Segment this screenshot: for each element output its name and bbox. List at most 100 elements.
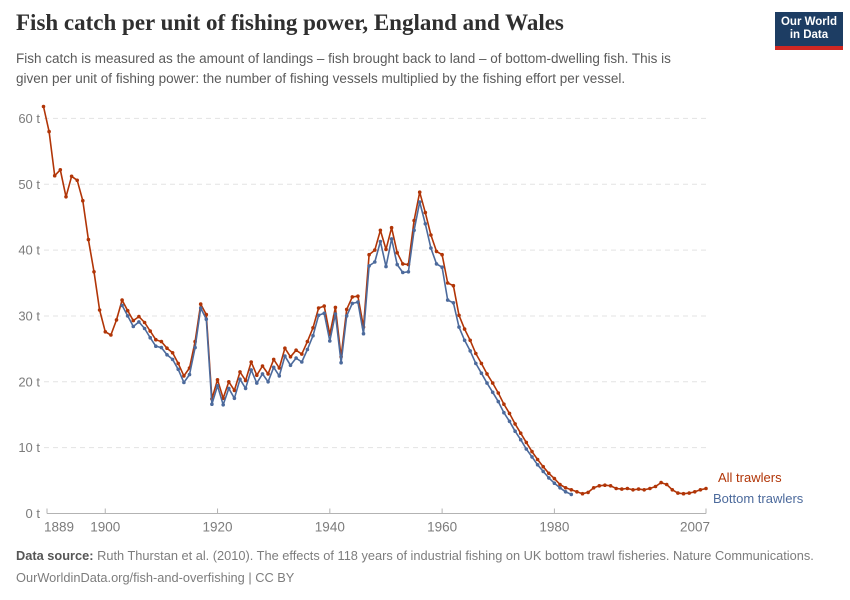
data-point [490,390,495,395]
data-point [92,270,96,274]
data-point [406,270,411,274]
data-point [586,490,590,495]
data-point [378,239,383,244]
data-point [693,490,697,494]
y-tick-label-20: 20 t [18,374,40,389]
data-point [328,339,332,343]
data-point [552,476,557,481]
data-point [620,487,624,491]
data-point [288,355,293,359]
data-point [445,298,450,302]
data-point [170,351,175,355]
data-point [266,380,270,384]
data-point [552,481,557,486]
x-tick-label-2007: 2007 [680,520,710,535]
data-point [187,372,192,377]
data-point [648,486,652,491]
data-point [75,178,79,183]
data-point [339,360,343,365]
data-point [558,486,562,490]
data-point [457,313,461,318]
data-point [109,333,113,337]
y-tick-label-50: 50 t [18,177,40,192]
data-point [333,312,338,316]
data-point [254,373,259,378]
data-point [625,486,630,491]
data-point [333,305,338,310]
data-point [249,360,253,364]
data-point [704,486,708,491]
y-tick-label-60: 60 t [18,111,40,126]
data-point [125,314,130,318]
data-point [440,265,444,270]
data-point [176,361,180,366]
legend-all-trawlers[interactable]: All trawlers [718,470,782,485]
data-point [423,210,428,215]
data-point [277,374,282,378]
data-point [148,329,152,333]
data-point [502,402,506,407]
data-point [356,300,360,304]
data-point [271,357,276,362]
data-point [513,429,517,434]
data-point [468,338,473,343]
data-point [547,476,551,480]
data-point [81,198,85,203]
data-point [238,377,242,382]
data-point [120,303,124,308]
subtitle-line-1: Fish catch is measured as the amount of … [16,51,671,66]
series-line-all-trawlers[interactable] [42,105,707,495]
data-point [103,330,108,334]
data-point [350,295,355,299]
data-point [417,190,422,194]
data-point [227,386,231,391]
data-point [254,381,259,385]
data-point [524,440,529,445]
footer: Data source: Ruth Thurstan et al. (2010)… [16,545,836,589]
data-point [541,469,545,474]
x-tick-label-1940: 1940 [315,520,345,535]
legend-bottom-trawlers[interactable]: Bottom trawlers [713,491,804,506]
data-point [215,378,220,382]
data-point [547,471,551,476]
data-point [462,338,467,343]
data-point [474,351,478,356]
series-line-bottom-trawlers[interactable] [121,201,573,496]
source-text: Ruth Thurstan et al. (2010). The effects… [93,548,814,563]
data-point [182,374,186,378]
y-tick-label-30: 30 t [18,308,40,323]
data-point [227,380,231,384]
data-point [384,264,388,269]
data-point [563,490,568,494]
data-point [243,378,248,383]
data-point [401,262,405,266]
data-point [131,318,136,323]
data-point [457,325,461,329]
data-point [260,364,265,368]
data-point [367,252,371,257]
data-point [373,260,377,264]
data-point [558,482,562,487]
data-point [367,264,371,268]
data-point [182,380,186,385]
owid-logo[interactable]: Our World in Data [775,12,843,50]
x-tick-label-1920: 1920 [203,520,233,535]
data-point [232,388,237,393]
data-point [563,486,568,490]
data-point [513,422,517,426]
data-point [316,313,321,318]
data-point [154,337,158,342]
data-point [681,491,686,496]
data-point [530,449,534,454]
data-point [159,339,164,344]
data-point [378,228,383,233]
data-point [423,222,428,226]
data-point [249,368,253,372]
data-point [451,283,456,288]
data-point [603,483,607,488]
data-point [316,306,321,310]
link-line[interactable]: OurWorldinData.org/fish-and-overfishing … [16,570,295,585]
data-point [300,352,304,356]
x-tick-label-1889: 1889 [44,520,74,535]
